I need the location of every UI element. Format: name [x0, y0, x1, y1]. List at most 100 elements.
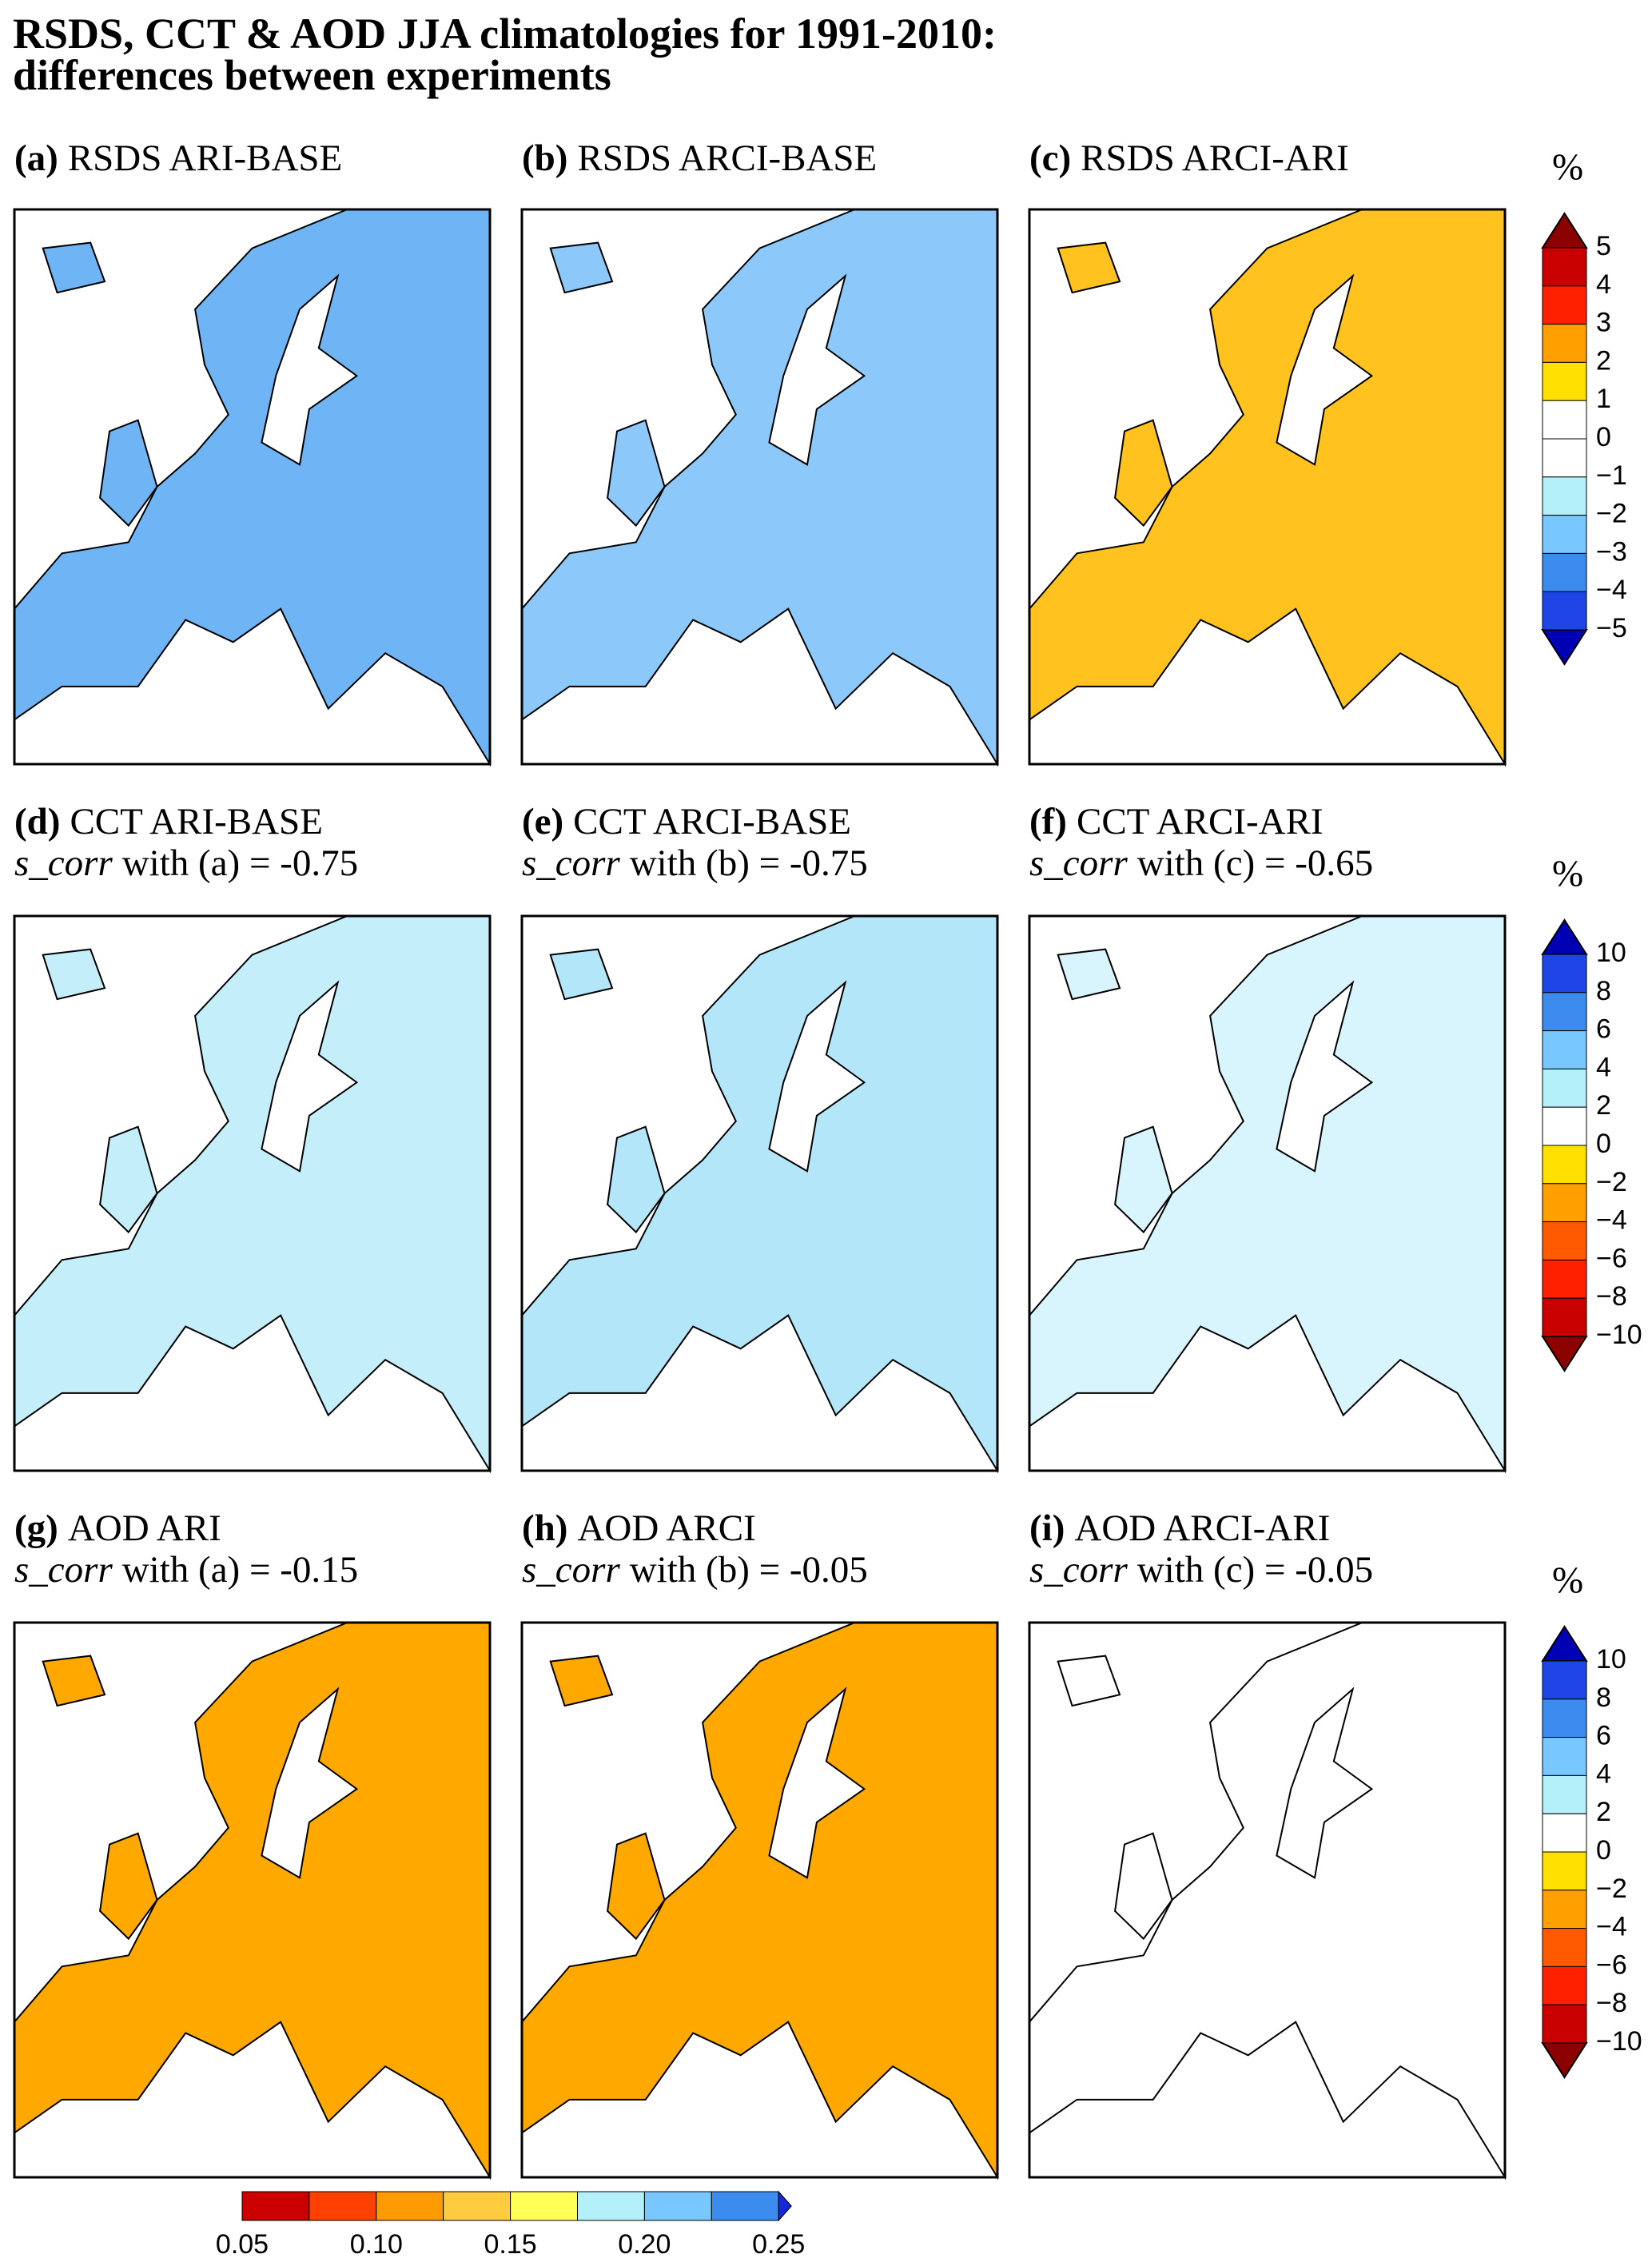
colorbar-label: −5	[1596, 613, 1627, 643]
colorbar-label: 4	[1596, 269, 1611, 300]
panel-name: CCT ARCI-ARI	[1077, 801, 1324, 842]
panel-title: (c) RSDS ARCI-ARI	[1029, 137, 1349, 179]
colorbar-label: 0.25	[752, 2229, 805, 2260]
colorbar-bin	[1542, 2004, 1587, 2044]
colorbar-end	[1541, 212, 1588, 249]
panel-title: (b) RSDS ARCI-BASE	[522, 137, 877, 179]
colorbar-label: 0.20	[618, 2229, 671, 2260]
stat-text: with (c) = -0.05	[1137, 1549, 1373, 1591]
colorbar-label: −8	[1596, 1988, 1627, 2018]
colorbar-label: 4	[1596, 1758, 1611, 1789]
sea	[768, 980, 866, 1173]
stat-text: with (b) = -0.05	[630, 1549, 868, 1591]
colorbar-bin	[1542, 1965, 1587, 2005]
colorbar-label: 0	[1596, 1129, 1611, 1159]
panel-name: RSDS ARI-BASE	[68, 137, 342, 179]
colorbar-bin	[1542, 1851, 1587, 1891]
colorbar-bin	[1542, 1699, 1587, 1738]
colorbar-label: 0.15	[484, 2229, 537, 2260]
colorbar-label: 10	[1596, 1644, 1626, 1675]
colorbar-label: 0.10	[350, 2229, 403, 2260]
land	[1114, 1125, 1173, 1234]
colorbar-bin	[1542, 1928, 1587, 1967]
map-panel	[1028, 1621, 1507, 2180]
panel-stat: s_corr with (b) = -0.75	[522, 842, 868, 884]
sea	[261, 1687, 359, 1879]
colorbar-end	[1541, 629, 1588, 666]
stat-name: s_corr	[1029, 1549, 1128, 1591]
sea	[1276, 980, 1374, 1173]
colorbar-end	[1541, 1625, 1588, 1662]
colorbar-label: 0	[1596, 1835, 1611, 1866]
colorbar-label: −2	[1596, 499, 1627, 529]
colorbar-label: 3	[1596, 308, 1611, 338]
map-frame	[13, 914, 492, 1472]
panel-label: (e)	[522, 801, 563, 842]
map-panel	[1028, 208, 1507, 767]
colorbar-bin	[1542, 1221, 1587, 1260]
map-panel	[13, 1621, 492, 2180]
colorbar-label: −2	[1596, 1874, 1627, 1904]
colorbar-unit: %	[1552, 146, 1583, 188]
map-frame	[520, 914, 999, 1472]
colorbar-bin	[241, 2191, 310, 2221]
stat-name: s_corr	[522, 842, 620, 884]
colorbar-unit: %	[1552, 853, 1583, 894]
stat-name: s_corr	[522, 1549, 620, 1591]
panel-title: (i) AOD ARCI-ARI	[1029, 1507, 1330, 1549]
map-panel	[13, 208, 492, 767]
panel-label: (h)	[522, 1507, 567, 1549]
colorbar-label: −10	[1596, 2026, 1642, 2057]
panel-stat: s_corr with (c) = -0.65	[1029, 842, 1373, 884]
colorbar-bin	[643, 2191, 712, 2221]
colorbar-bin	[1542, 591, 1587, 631]
land	[607, 419, 666, 528]
colorbar-bin	[1542, 1030, 1587, 1069]
panel-title: (h) AOD ARCI	[522, 1507, 756, 1549]
colorbar-end	[1541, 2042, 1588, 2079]
panel-name: AOD ARI	[68, 1507, 221, 1549]
panel-label: (a)	[14, 137, 58, 179]
land	[99, 1125, 158, 1234]
colorbar-label: −10	[1596, 1320, 1642, 1350]
colorbar-bin	[1542, 954, 1587, 994]
colorbar-bin	[1542, 247, 1587, 287]
colorbar-bin	[1542, 1183, 1587, 1223]
colorbar-label: −4	[1596, 575, 1627, 605]
land	[549, 948, 614, 1001]
land	[1114, 419, 1173, 528]
land	[1057, 1655, 1121, 1707]
map-panel	[1028, 914, 1507, 1474]
colorbar-bin	[1542, 1068, 1587, 1108]
colorbar-label: −8	[1596, 1281, 1627, 1312]
land	[99, 1832, 158, 1941]
stat-text: with (a) = -0.75	[122, 842, 358, 884]
panel-stat: s_corr with (a) = -0.15	[14, 1549, 358, 1591]
map-frame	[1028, 1621, 1507, 2179]
colorbar-label: −4	[1596, 1205, 1627, 1236]
colorbar-bin	[376, 2191, 444, 2221]
panel-name: CCT ARCI-BASE	[573, 801, 851, 842]
panel-label: (f)	[1029, 801, 1067, 842]
sea	[768, 1687, 866, 1879]
land	[549, 1655, 614, 1707]
map-frame	[520, 1621, 999, 2179]
colorbar-label: 10	[1596, 938, 1626, 968]
stat-text: with (b) = -0.75	[630, 842, 868, 884]
colorbar-bin	[1542, 1890, 1587, 1929]
land	[1057, 948, 1121, 1001]
colorbar-label: 5	[1596, 231, 1611, 261]
colorbar-bin	[1542, 992, 1587, 1032]
colorbar-bin	[309, 2191, 377, 2221]
colorbar-end	[1541, 1336, 1588, 1372]
colorbar-end	[778, 2190, 792, 2222]
colorbar-bin	[1542, 1145, 1587, 1185]
stat-name: s_corr	[14, 842, 113, 884]
colorbar-bin	[1542, 324, 1587, 363]
map-panel	[520, 208, 999, 767]
colorbar-label: 6	[1596, 1721, 1611, 1751]
panel-name: AOD ARCI	[577, 1507, 755, 1549]
colorbar-bin	[577, 2191, 645, 2221]
panel-label: (d)	[14, 801, 60, 842]
